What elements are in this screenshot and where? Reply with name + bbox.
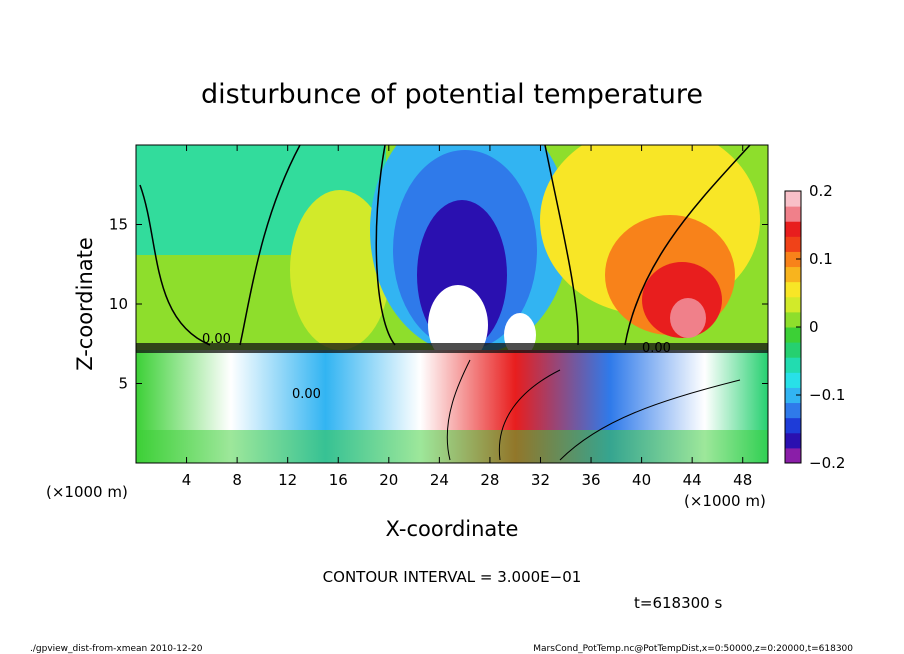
contour-label-1: 0.00 bbox=[202, 332, 231, 347]
contour-label-2: 0.00 bbox=[642, 341, 671, 356]
heatmap-field: 0.00 0.00 0.00 bbox=[136, 145, 768, 463]
x-tick-label: 44 bbox=[683, 471, 702, 489]
colorbar-swatch bbox=[785, 402, 801, 419]
x-tick-label: 32 bbox=[531, 471, 550, 489]
colorbar-swatch bbox=[785, 447, 801, 464]
x-axis-label: X-coordinate bbox=[386, 517, 519, 541]
y-axis-label: Z-coordinate bbox=[73, 237, 97, 371]
x-tick-label: 4 bbox=[182, 471, 192, 489]
y-tick-label: 5 bbox=[118, 375, 128, 393]
field-pink-right bbox=[670, 298, 706, 338]
colorbar-swatch bbox=[785, 266, 801, 283]
chart-title: disturbunce of potential temperature bbox=[201, 79, 703, 110]
x-tick-label: 40 bbox=[632, 471, 651, 489]
lower-contour-3 bbox=[559, 379, 741, 461]
footer-right: MarsCond_PotTemp.nc@PotTempDist,x=0:5000… bbox=[533, 644, 853, 654]
contour-line-3 bbox=[375, 145, 396, 346]
x-tick-label: 12 bbox=[278, 471, 297, 489]
contour-interval-text: CONTOUR INTERVAL = 3.000E−01 bbox=[323, 568, 582, 586]
colorbar-tick-label: 0.1 bbox=[809, 250, 833, 268]
x-unit-right: (×1000 m) bbox=[684, 492, 766, 510]
x-tick-label: 36 bbox=[581, 471, 600, 489]
contour-line-2 bbox=[239, 145, 301, 346]
colorbar-swatch bbox=[785, 281, 801, 298]
colorbar-swatch bbox=[785, 387, 801, 404]
colorbar-ticks: 0.2 0.1 0 −0.1 −0.2 bbox=[796, 182, 845, 472]
x-unit-left: (×1000 m) bbox=[46, 483, 128, 501]
inversion-line bbox=[136, 343, 768, 353]
colorbar-swatch bbox=[785, 191, 801, 207]
x-tick-label: 16 bbox=[329, 471, 348, 489]
colorbar-swatch bbox=[785, 251, 801, 268]
colorbar-tick-label: 0.2 bbox=[809, 182, 833, 200]
x-axis-ticks: 4 8 12 16 20 24 28 32 36 40 44 48 bbox=[182, 145, 752, 489]
contour-line-1 bbox=[139, 184, 211, 346]
colorbar-swatch bbox=[785, 417, 801, 434]
lower-contour-1 bbox=[446, 359, 471, 461]
field-lower-band bbox=[136, 430, 768, 463]
colorbar-swatch bbox=[785, 311, 801, 328]
x-tick-label: 24 bbox=[430, 471, 449, 489]
time-text: t=618300 s bbox=[634, 594, 722, 612]
colorbar-tick-label: −0.1 bbox=[809, 386, 845, 404]
colorbar-tick-label: −0.2 bbox=[809, 454, 845, 472]
colorbar-swatch bbox=[785, 357, 801, 373]
contour-line-5 bbox=[624, 145, 751, 346]
colorbar bbox=[785, 191, 801, 464]
y-tick-label: 15 bbox=[109, 216, 128, 234]
contour-line-4 bbox=[544, 145, 579, 346]
colorbar-tick-label: 0 bbox=[809, 318, 819, 336]
contour-label-3: 0.00 bbox=[292, 387, 321, 402]
x-tick-label: 8 bbox=[232, 471, 242, 489]
x-tick-label: 48 bbox=[733, 471, 752, 489]
colorbar-swatch bbox=[785, 372, 801, 388]
colorbar-swatch bbox=[785, 296, 801, 313]
colorbar-swatch bbox=[785, 342, 801, 358]
footer-left: ./gpview_dist-from-xmean 2010-12-20 bbox=[30, 644, 203, 654]
y-axis-ticks: 5 10 15 bbox=[109, 216, 768, 393]
field-yellow-left bbox=[290, 190, 390, 350]
lower-contour-2 bbox=[498, 369, 561, 461]
colorbar-swatch bbox=[785, 432, 801, 449]
colorbar-swatch bbox=[785, 236, 801, 252]
colorbar-swatch bbox=[785, 221, 801, 237]
colorbar-swatch bbox=[785, 206, 801, 222]
x-tick-label: 28 bbox=[480, 471, 499, 489]
x-tick-label: 20 bbox=[379, 471, 398, 489]
colorbar-swatch bbox=[785, 327, 801, 343]
y-tick-label: 10 bbox=[109, 295, 128, 313]
